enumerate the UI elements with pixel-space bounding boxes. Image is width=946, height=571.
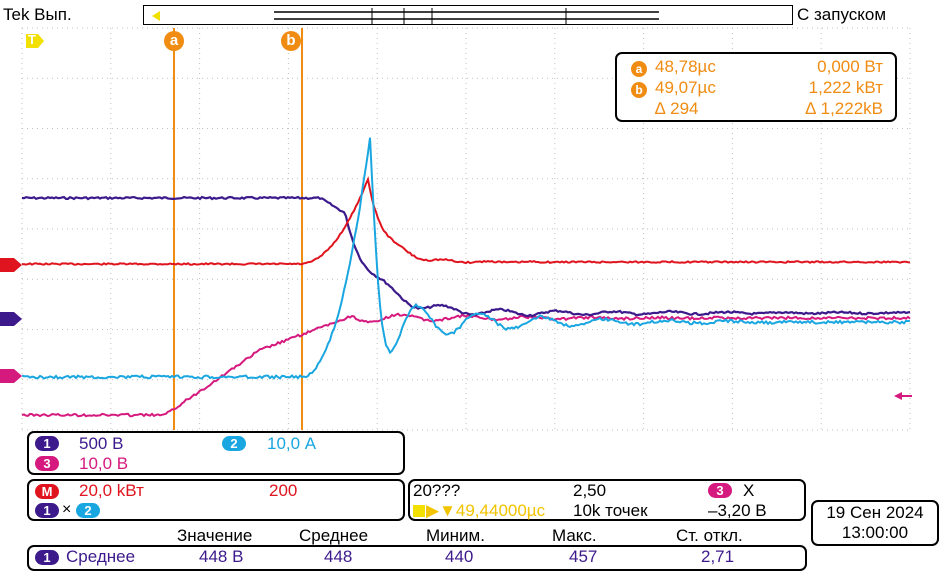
ch-math-ground-marker [0,258,22,272]
time-label: 13:00:00 [841,523,909,542]
meas-ch1-badge: 1 [35,550,59,565]
ch3-badge: 3 [35,456,59,471]
cursor-readout-panel[interactable]: a b 48,78µc 0,000 Вт 49,07µc 1,222 kВт ∆… [615,52,897,122]
trigger-position-marker[interactable]: T [26,32,44,50]
ch3-scale: 10,0 В [79,454,129,473]
trigger-slope-symbol: X [743,481,755,500]
horizontal-position-icon [413,505,425,517]
cursor-b-time: 49,07µc [655,78,716,97]
cursor-delta-value: ∆ 1,222kB [805,99,883,118]
meas-value: 448 В [199,547,244,566]
meas-row-label: Среднее [66,547,136,566]
waveform-ch3 [21,312,911,418]
cursor-b-handle[interactable]: b [281,31,301,51]
trigger-mode-label: С запуском [797,5,887,24]
meas-stddev: 2,71 [701,547,735,566]
waveform-ch2 [21,137,911,380]
timebase-value: 2,50 [573,481,607,500]
overview-bar-graphic [152,8,659,24]
timebase-panel[interactable]: 20??? 2,50 3 X ▶▼49,44000µc 10k точек –3… [408,479,806,521]
math-src-ch1-badge: 1 [35,503,59,518]
status-run-label: Tek Вып. [3,5,72,24]
trigger-level: –3,20 В [708,501,767,520]
ch2-badge: 2 [222,436,246,451]
cursor-b-value: 1,222 kВт [808,78,883,97]
timebase-label: 20??? [413,481,461,500]
meas-header-value: Значение [177,526,253,545]
trigger-marker-label: T [28,32,36,47]
cursor-b-badge: b [631,82,647,98]
ch2-scale: 10,0 А [267,434,317,453]
meas-mean: 448 [324,547,353,566]
math-scale: 20,0 kВт [79,481,144,500]
ch1-badge: 1 [35,436,59,451]
cursor-delta-time: ∆ 294 [655,99,699,118]
ch1-ground-marker [0,312,22,326]
record-length: 10k точек [573,501,648,520]
channel-scale-panel[interactable]: 1 500 В 2 10,0 А 3 10,0 В [27,431,405,475]
math-src-ch2-badge: 2 [76,503,100,518]
waveform-math [21,176,911,266]
math-channel-panel[interactable]: M 20,0 kВт 200 1 × 2 [27,479,405,521]
meas-header-stddev: Ст. откл. [676,526,743,545]
date-label: 19 Сен 2024 [826,503,924,522]
meas-max: 457 [569,547,598,566]
meas-header-min: Миним. [426,526,485,545]
meas-header-mean: Среднее [299,526,369,545]
cursor-a-handle[interactable]: a [164,31,184,51]
trigger-source-badge: 3 [708,483,732,498]
ch1-scale: 500 В [79,434,124,453]
record-overview-bar[interactable] [143,5,793,25]
meas-min: 440 [445,547,474,566]
math-badge: M [35,484,59,499]
ch3-ground-marker [0,369,22,383]
cursor-a-value: 0,000 Вт [817,57,883,76]
meas-header-max: Макс. [552,526,597,545]
waveform-ch1 [21,195,911,318]
math-operator: × [62,501,72,518]
cursor-a-time: 48,78µc [655,57,716,76]
datetime-panel: 19 Сен 2024 13:00:00 [811,500,939,546]
math-extra-value: 200 [269,481,298,500]
horizontal-position: ▶▼49,44000µc [426,501,546,520]
cursor-a-badge: a [631,61,647,77]
measurement-panel[interactable]: 1 Среднее 448 В 448 440 457 2,71 [27,545,807,571]
